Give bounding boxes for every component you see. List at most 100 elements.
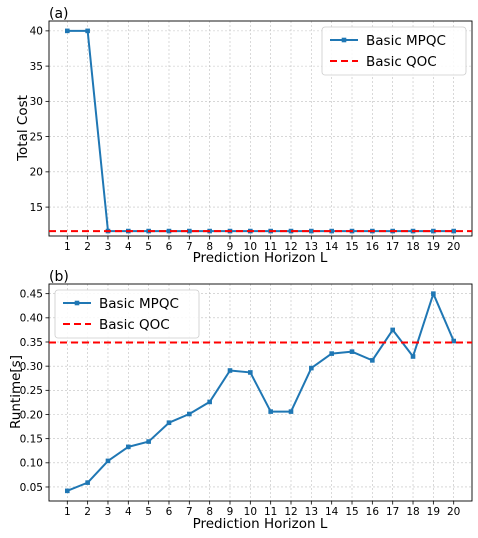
x-tick-label: 8	[206, 241, 213, 253]
y-tick-label: 0.10	[20, 458, 43, 470]
y-tick-label: 15	[30, 202, 43, 214]
mpqc-data-point	[390, 327, 395, 333]
y-tick-label: 0.30	[20, 361, 43, 373]
x-tick-label: 10	[244, 241, 257, 253]
x-tick-label: 17	[386, 506, 399, 518]
x-tick-label: 14	[325, 506, 339, 518]
x-tick-label: 4	[125, 506, 132, 518]
mpqc-data-point	[370, 358, 375, 363]
y-tick-label: 0.40	[20, 313, 43, 325]
mpqc-data-point	[431, 291, 436, 296]
x-tick-label: 2	[84, 241, 91, 253]
mpqc-data-point	[65, 488, 70, 494]
x-tick-label: 10	[244, 506, 257, 518]
plot-frame	[48, 283, 473, 502]
mpqc-data-point	[187, 411, 192, 417]
x-tick-label: 20	[447, 506, 460, 518]
mpqc-data-point	[207, 399, 212, 405]
y-tick-label: 0.20	[20, 409, 43, 421]
mpqc-data-point	[85, 480, 90, 485]
y-tick-label: 0.35	[20, 337, 43, 349]
x-tick-label: 16	[366, 241, 380, 253]
mpqc-data-point	[329, 228, 334, 234]
x-tick-label: 7	[186, 241, 193, 253]
chart-panel-a: 1 2 3 4 5 6 7 8 9 10 11 12 13 14 15 16 17 18 19 20152025303…	[15, 6, 473, 266]
chart-panel-b: 1 2 3 4 5 6 7 8 9 10 11 12 13 14 15 16 17 18 19 200.050.100…	[8, 269, 473, 532]
y-tick-label: 35	[30, 61, 43, 73]
mpqc-data-point	[126, 444, 131, 450]
x-axis-label: Prediction Horizon L	[193, 516, 328, 532]
mpqc-data-point	[227, 368, 233, 373]
y-tick-label: 30	[30, 96, 43, 108]
mpqc-data-point	[146, 439, 151, 444]
x-tick-label: 11	[264, 241, 277, 253]
mpqc-data-point	[451, 338, 456, 344]
x-tick-label: 19	[427, 241, 440, 253]
mpqc-data-point	[105, 458, 111, 464]
y-axis-label: Runtime[s]	[8, 355, 24, 429]
x-tick-label: 9	[227, 241, 234, 253]
legend-entry: Basic QOC	[366, 54, 437, 70]
x-tick-label: 14	[325, 241, 339, 253]
x-tick-label: 11	[264, 506, 277, 518]
mpqc-data-point	[187, 228, 192, 234]
x-tick-label: 6	[166, 506, 173, 518]
mpqc-data-point	[431, 228, 436, 234]
y-tick-label: 0.25	[20, 385, 43, 397]
x-tick-label: 2	[84, 506, 91, 518]
mpqc-data-point	[268, 409, 273, 414]
x-tick-label: 1	[64, 506, 71, 518]
x-tick-label: 13	[305, 241, 318, 253]
x-tick-label: 15	[345, 241, 358, 253]
y-tick-label: 0.45	[20, 288, 43, 300]
mpqc-series-line	[66, 292, 455, 492]
x-tick-label: 16	[366, 506, 380, 518]
plot-frame	[48, 20, 473, 237]
legend-entry: Basic MPQC	[99, 296, 179, 312]
mpqc-data-point	[166, 228, 172, 234]
x-tick-label: 9	[227, 506, 234, 518]
y-tick-label: 0.15	[20, 433, 43, 445]
x-tick-label: 13	[305, 506, 318, 518]
mpqc-data-point	[309, 365, 314, 371]
x-tick-label: 17	[386, 241, 399, 253]
x-tick-label: 4	[125, 241, 132, 253]
x-tick-label: 18	[406, 241, 419, 253]
mpqc-data-point	[451, 228, 456, 234]
y-axis-label: Total Cost	[15, 95, 31, 162]
y-tick-label: 0.05	[20, 482, 43, 494]
legend-mpqc-marker	[341, 37, 347, 43]
legend-entry: Basic MPQC	[366, 33, 446, 49]
mpqc-data-point	[349, 349, 355, 354]
x-tick-label: 5	[145, 506, 152, 518]
panel-label: (a)	[49, 6, 69, 22]
x-axis-label: Prediction Horizon L	[193, 250, 328, 266]
x-tick-label: 18	[406, 506, 419, 518]
x-tick-label: 20	[447, 241, 460, 253]
mpqc-data-point	[288, 409, 294, 414]
mpqc-data-point	[410, 354, 416, 359]
x-tick-label: 3	[105, 506, 112, 518]
y-tick-label: 20	[30, 167, 43, 179]
x-tick-label: 3	[105, 241, 112, 253]
mpqc-data-point	[166, 420, 172, 426]
y-tick-label: 25	[30, 131, 43, 143]
y-tick-label: 40	[30, 26, 43, 38]
legend: Basic MPQC Basic QOC	[54, 289, 200, 339]
x-tick-label: 5	[145, 241, 152, 253]
mpqc-data-point	[248, 370, 253, 375]
x-tick-label: 12	[284, 506, 297, 518]
x-tick-label: 7	[186, 506, 193, 518]
x-tick-label: 6	[166, 241, 173, 253]
legend-entry: Basic QOC	[99, 317, 170, 333]
mpqc-data-point	[65, 28, 70, 34]
legend-mpqc-marker	[74, 300, 80, 306]
x-tick-label: 1	[64, 241, 71, 253]
mpqc-data-point	[309, 228, 314, 234]
x-tick-label: 8	[206, 506, 213, 518]
legend: Basic MPQC Basic QOC	[321, 26, 467, 76]
mpqc-data-point	[85, 28, 90, 34]
x-tick-label: 15	[345, 506, 358, 518]
x-tick-label: 12	[284, 241, 297, 253]
